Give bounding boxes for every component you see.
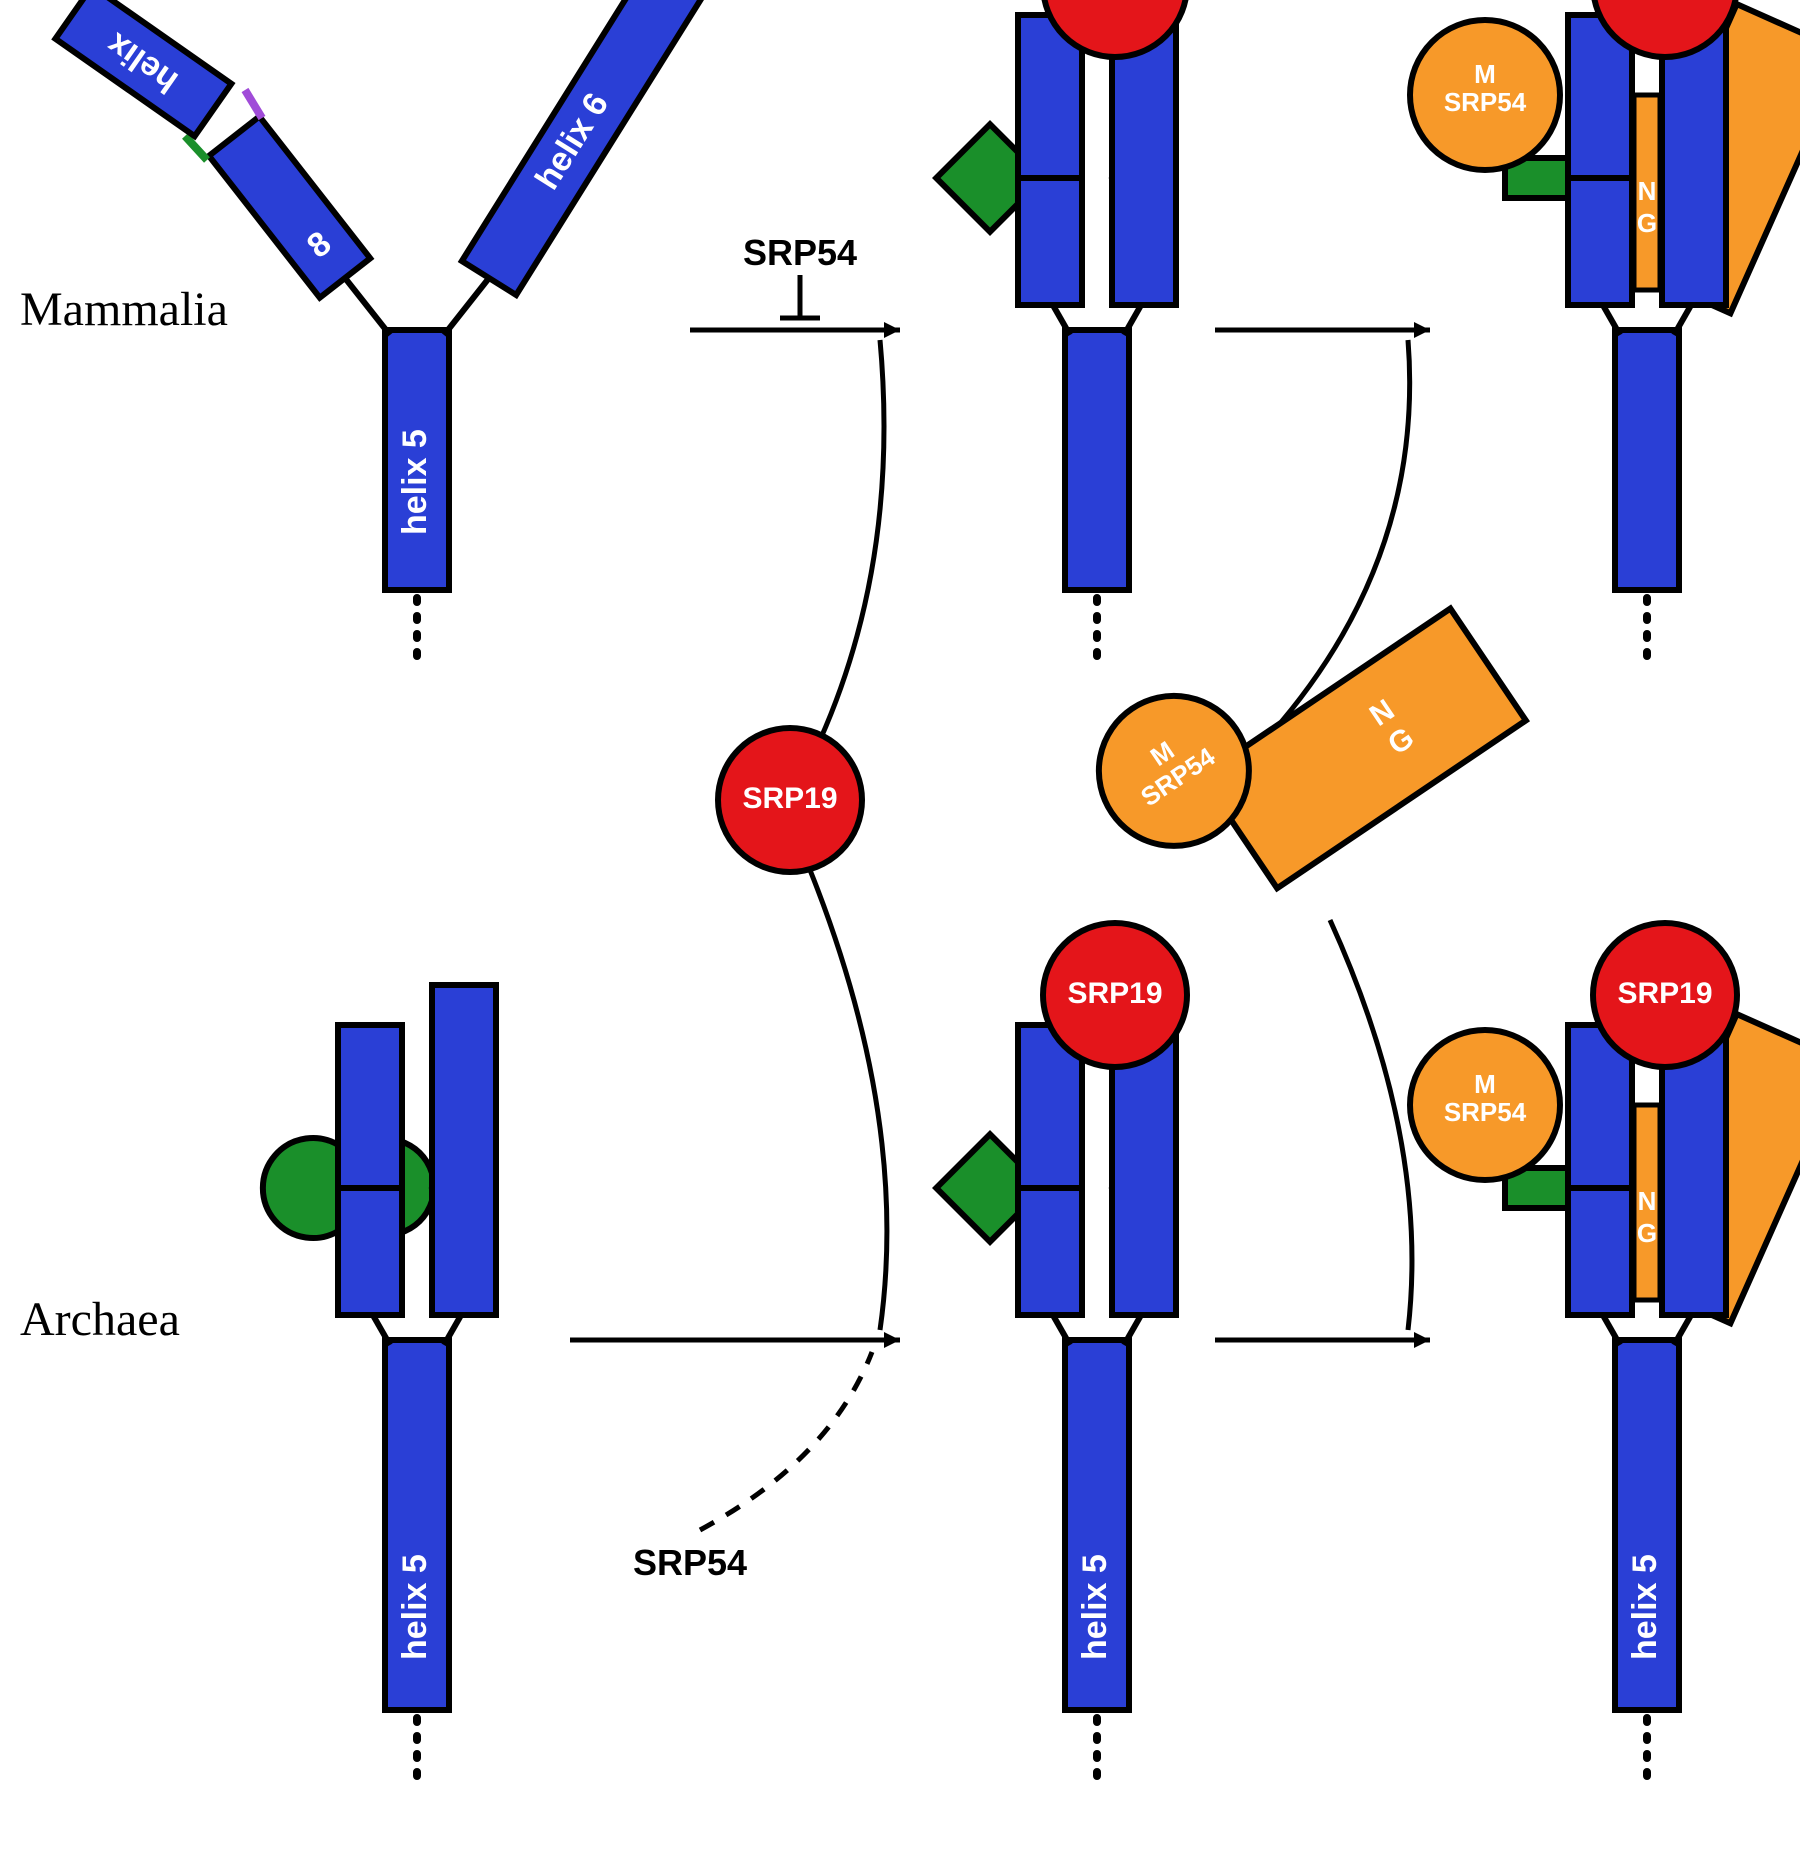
helix8-lower: 8 [209, 116, 370, 297]
mammalia-state3: N G M SRP54 SRP19 [1410, 0, 1800, 660]
archaea-label: Archaea [20, 1293, 180, 1346]
archaea-state1: helix 5 [263, 985, 496, 1780]
svg-text:SRP19: SRP19 [1067, 977, 1162, 1010]
svg-text:M: M [1474, 59, 1496, 89]
green-semi [263, 1138, 340, 1238]
v-left [345, 278, 390, 335]
srp-diagram: Mammalia Archaea helix 5 8 helix helix [0, 0, 1800, 1874]
svg-text:SRP19: SRP19 [742, 782, 837, 815]
archaea-state3: helix 5 N G M SRP54 SRP19 [1410, 923, 1800, 1780]
helix6: helix 6 [462, 0, 702, 295]
svg-text:SRP54: SRP54 [1444, 87, 1527, 117]
svg-text:helix 5: helix 5 [396, 1554, 434, 1660]
archaea-state2: helix 5 SRP19 [936, 923, 1187, 1780]
v-right [444, 278, 489, 335]
free-srp54: N G M SRP54 [1070, 530, 1526, 942]
srp54-ng-rect [1202, 609, 1526, 889]
srp54-inhibit-label: SRP54 [743, 232, 857, 273]
svg-text:G: G [1637, 208, 1657, 238]
svg-text:helix 5: helix 5 [1076, 1554, 1114, 1660]
mammalia-label: Mammalia [20, 283, 228, 336]
svg-text:G: G [1637, 1218, 1657, 1248]
svg-text:N: N [1638, 176, 1657, 206]
archaea-srp54-dashed-label: SRP54 [633, 1542, 747, 1583]
mammalia-arrow1: SRP54 [690, 232, 900, 740]
svg-text:SRP54: SRP54 [1444, 1097, 1527, 1127]
free-srp19: SRP19 [718, 728, 862, 872]
helix5-label: helix 5 [396, 429, 434, 535]
svg-text:M: M [1474, 1069, 1496, 1099]
archaea-arrow1: SRP54 [570, 870, 900, 1583]
svg-text:helix 5: helix 5 [1626, 1554, 1664, 1660]
archaea-arrow2 [1215, 920, 1430, 1348]
mammalia-state2: SRP19 [936, 0, 1187, 660]
svg-text:SRP19: SRP19 [1617, 977, 1712, 1010]
svg-text:N: N [1638, 1186, 1657, 1216]
helix8-upper: helix [55, 0, 231, 136]
